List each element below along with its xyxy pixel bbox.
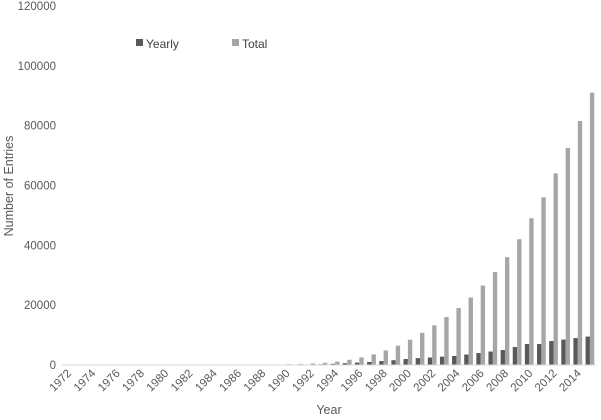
y-tick-label: 100000 (18, 61, 56, 73)
bar-yearly-2014 (573, 338, 578, 365)
bar-yearly-1995 (342, 363, 348, 365)
bar-yearly-2010 (524, 344, 530, 365)
x-tick-label: 2000 (387, 368, 414, 395)
bar-total-2000 (407, 339, 413, 365)
bar-total-2014 (577, 121, 583, 365)
bar-total-2003 (444, 316, 449, 365)
bar-yearly-2005 (464, 354, 469, 365)
x-tick-label: 1974 (72, 367, 99, 394)
y-tick-label: 0 (50, 360, 56, 372)
bar-total-1996 (359, 357, 364, 365)
x-axis-title: Year (316, 403, 341, 417)
bar-yearly-2004 (452, 356, 457, 365)
x-tick-label: 1982 (169, 368, 196, 395)
x-tick-label: 1994 (315, 367, 342, 394)
x-tick-label: 1998 (363, 368, 390, 395)
bar-total-1994 (335, 361, 340, 365)
x-tick-label: 2010 (509, 368, 536, 395)
bar-yearly-2002 (427, 357, 433, 365)
x-tick-label: 1992 (290, 368, 317, 395)
bar-total-2010 (529, 218, 534, 365)
bar-total-2008 (504, 257, 510, 365)
bar-total-2002 (432, 325, 437, 365)
bar-yearly-2009 (512, 347, 518, 365)
bar-yearly-1996 (354, 362, 360, 365)
bar-yearly-2011 (537, 344, 542, 365)
bar-total-2005 (468, 297, 473, 365)
bar-total-2004 (456, 308, 461, 365)
bar-yearly-1997 (367, 362, 372, 365)
legend: Yearly Total (136, 37, 267, 51)
bar-total-1998 (383, 350, 388, 365)
bar-total-1997 (371, 354, 376, 365)
bar-total-1993 (322, 362, 328, 365)
bar-total-1992 (310, 363, 316, 365)
bar-yearly-2015 (585, 336, 590, 365)
x-tick-label: 1978 (120, 368, 147, 395)
bar-total-2007 (492, 272, 498, 365)
bar-total-2013 (565, 147, 571, 365)
x-tick-label: 2012 (533, 368, 560, 395)
bar-yearly-2013 (561, 339, 566, 365)
bar-yearly-2007 (488, 351, 493, 365)
legend-label-yearly: Yearly (146, 37, 179, 51)
x-axis-ticks: 1972197419761978198019821984198619881990… (48, 367, 585, 394)
bar-yearly-2001 (415, 358, 421, 365)
bar-total-2011 (541, 197, 546, 365)
legend-swatch-total (232, 39, 239, 46)
x-tick-label: 1980 (145, 368, 172, 395)
y-tick-label: 120000 (18, 1, 56, 13)
x-tick-label: 1990 (266, 368, 293, 395)
x-tick-label: 1996 (339, 368, 366, 395)
bar-yearly-1998 (379, 361, 384, 365)
x-tick-label: 1988 (242, 368, 269, 395)
bar-total-2015 (589, 92, 595, 366)
x-tick-label: 2002 (412, 368, 439, 395)
y-axis-title: Number of Entries (2, 136, 16, 237)
y-tick-label: 80000 (24, 121, 56, 133)
x-tick-label: 2014 (557, 367, 584, 394)
x-tick-label: 1986 (218, 368, 245, 395)
x-tick-label: 2004 (436, 367, 463, 394)
x-tick-label: 2006 (460, 368, 487, 395)
legend-label-total: Total (242, 37, 267, 51)
bar-yearly-2003 (439, 356, 445, 365)
x-tick-label: 1984 (193, 367, 220, 394)
bar-total-2009 (517, 239, 522, 365)
bar-yearly-2006 (476, 353, 481, 365)
bar-total-1991 (298, 363, 304, 365)
bar-yearly-1994 (330, 363, 336, 365)
bar-total-1999 (395, 345, 401, 365)
x-tick-label: 2008 (485, 368, 512, 395)
y-tick-label: 20000 (24, 300, 56, 312)
bar-yearly-2008 (500, 350, 505, 365)
bar-yearly-2012 (549, 341, 554, 365)
bars-area (80, 92, 595, 366)
bar-yearly-2000 (403, 359, 408, 365)
y-axis-ticks: 0 20000 40000 60000 80000 100000 120000 (18, 1, 56, 372)
bar-total-2006 (480, 285, 486, 365)
y-tick-label: 40000 (24, 240, 56, 252)
x-tick-label: 1976 (96, 368, 123, 395)
legend-swatch-yearly (136, 39, 143, 46)
y-tick-label: 60000 (24, 181, 56, 193)
bar-total-2012 (553, 173, 558, 365)
bar-yearly-1999 (391, 360, 396, 365)
bar-total-2001 (420, 332, 425, 365)
bar-total-1995 (347, 359, 352, 365)
